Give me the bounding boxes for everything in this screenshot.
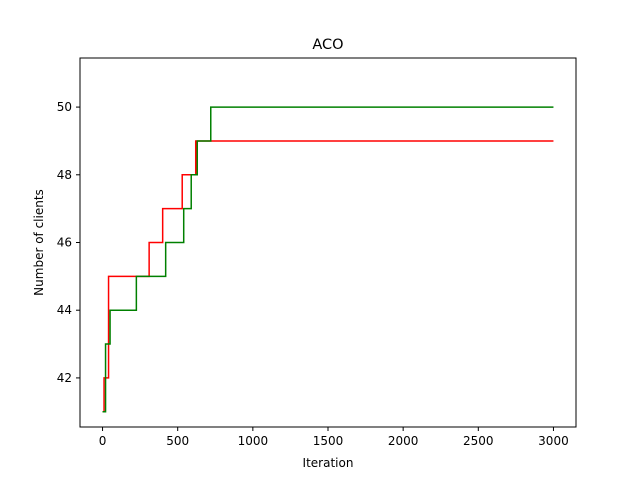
series-layer xyxy=(102,106,554,413)
y-tick-label: 42 xyxy=(57,371,72,385)
y-axis-ticks: 42 44 46 48 50 xyxy=(57,100,80,385)
x-tick-label: 1000 xyxy=(238,434,269,448)
chart-title: ACO xyxy=(312,37,343,53)
x-tick-label: 500 xyxy=(166,434,189,448)
x-axis-ticks: 0 500 1000 1500 2000 2500 3000 xyxy=(99,427,569,448)
x-axis-label: Iteration xyxy=(303,456,354,470)
x-tick-label: 2000 xyxy=(388,434,419,448)
y-tick-label: 44 xyxy=(57,303,72,317)
x-tick-label: 1500 xyxy=(313,434,344,448)
x-tick-label: 3000 xyxy=(538,434,569,448)
x-tick-label: 0 xyxy=(99,434,107,448)
y-tick-label: 46 xyxy=(57,236,72,250)
series-line-2 xyxy=(102,106,554,413)
x-tick-label: 2500 xyxy=(463,434,494,448)
y-tick-label: 50 xyxy=(57,100,72,114)
y-tick-label: 48 xyxy=(57,168,72,182)
y-axis-label: Number of clients xyxy=(32,189,46,296)
